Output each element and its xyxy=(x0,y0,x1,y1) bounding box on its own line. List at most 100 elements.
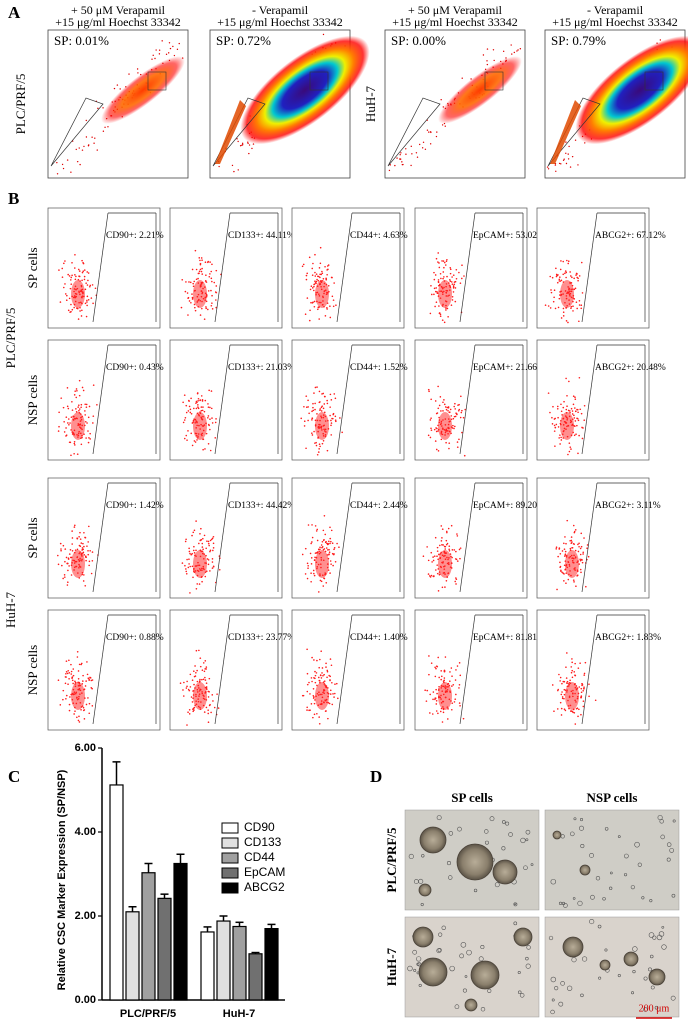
cell-dot xyxy=(173,54,176,57)
sp-percentage: SP: 0.79% xyxy=(551,33,606,48)
cell-density xyxy=(560,280,574,308)
cell-dot xyxy=(88,405,91,408)
cell-dot xyxy=(248,152,250,155)
cell-dot xyxy=(66,672,69,675)
single-cell xyxy=(656,934,663,941)
cell-dot xyxy=(82,542,84,545)
cell-dot xyxy=(327,717,329,720)
cell-dot xyxy=(445,579,448,582)
gate-line xyxy=(336,482,353,593)
cell-dot xyxy=(201,678,203,681)
cell-dot xyxy=(582,700,585,702)
cell-dot xyxy=(446,531,448,534)
cell-dot xyxy=(455,577,457,579)
cell-dot xyxy=(77,268,80,271)
cell-dot xyxy=(215,269,218,272)
cell-dot xyxy=(429,712,431,714)
y-tick-label: 6.00 xyxy=(75,742,96,754)
cell-dot xyxy=(547,392,550,394)
cell-dot xyxy=(71,530,73,532)
cell-dot xyxy=(168,42,171,44)
cell-dot xyxy=(87,279,89,282)
cell-dot xyxy=(451,702,454,705)
cell-dot xyxy=(82,389,85,392)
cell-dot xyxy=(314,253,316,256)
cell-dot xyxy=(80,315,83,317)
single-cell xyxy=(610,871,613,875)
cell-dot xyxy=(435,430,438,433)
cell-dot xyxy=(332,564,334,567)
cell-dot xyxy=(583,537,585,539)
cell-dot xyxy=(332,693,334,695)
cell-dot xyxy=(334,683,336,685)
cell-dot xyxy=(565,582,567,584)
cell-dot xyxy=(204,676,206,679)
cell-dot xyxy=(326,265,329,267)
cell-density xyxy=(315,682,329,710)
cell-dot xyxy=(574,420,577,422)
cell-dot xyxy=(85,437,87,439)
cell-dot xyxy=(451,283,454,285)
single-cell xyxy=(420,902,424,907)
cell-dot xyxy=(237,140,239,143)
plot-frame xyxy=(414,477,528,599)
single-cell xyxy=(566,985,573,991)
cell-dot xyxy=(76,389,78,392)
cell-dot xyxy=(582,551,585,554)
cell-dot xyxy=(455,693,457,696)
cell-dot xyxy=(314,271,316,274)
cell-dot xyxy=(325,547,328,549)
cell-dot xyxy=(445,408,448,411)
cell-dot xyxy=(577,419,580,422)
cell-dot xyxy=(309,309,311,312)
cell-dot xyxy=(90,572,93,575)
cell-dot xyxy=(434,675,437,678)
cell-dot xyxy=(436,412,439,414)
cell-dot xyxy=(212,542,215,545)
cell-dot xyxy=(458,702,461,704)
row-label: NSP cells xyxy=(25,375,40,425)
cell-dot xyxy=(569,539,571,542)
cell-dot xyxy=(492,49,495,51)
cell-dot xyxy=(317,591,320,593)
cell-dot xyxy=(583,686,585,688)
cell-dot xyxy=(182,689,184,691)
cell-dot xyxy=(312,262,314,265)
cell-dot xyxy=(91,136,93,138)
cell-dot xyxy=(573,288,576,291)
cell-dot xyxy=(446,258,448,261)
cell-dot xyxy=(209,449,212,452)
cell-dot xyxy=(441,319,444,321)
cell-dot xyxy=(563,708,566,711)
cell-dot xyxy=(560,410,563,413)
cell-dot xyxy=(323,548,326,550)
cell-dot xyxy=(559,268,562,271)
cell-dot xyxy=(435,569,437,571)
single-cell xyxy=(570,831,575,837)
cell-dot xyxy=(311,536,314,539)
cell-dot xyxy=(248,144,251,146)
cell-dot xyxy=(320,410,323,412)
cell-dot xyxy=(577,667,580,669)
cell-dot xyxy=(85,403,88,406)
cell-dot xyxy=(329,658,332,660)
single-cell xyxy=(448,831,454,836)
cell-dot xyxy=(493,59,495,62)
cell-dot xyxy=(87,416,90,419)
cell-dot xyxy=(573,543,575,545)
cell-dot xyxy=(307,567,309,570)
cell-dot xyxy=(305,406,308,408)
cell-dot xyxy=(326,670,329,673)
cell-dot xyxy=(210,270,213,273)
cell-dot xyxy=(187,410,190,412)
gate-percentage: CD44+: 2.44% xyxy=(350,501,408,511)
cell-dot xyxy=(454,415,457,418)
cell-dot xyxy=(422,555,425,558)
cell-dot xyxy=(437,450,440,452)
cell-dot xyxy=(207,415,210,417)
cell-dot xyxy=(421,147,424,149)
cell-dot xyxy=(64,560,66,563)
single-cell xyxy=(634,841,640,848)
cell-dot xyxy=(195,649,198,652)
